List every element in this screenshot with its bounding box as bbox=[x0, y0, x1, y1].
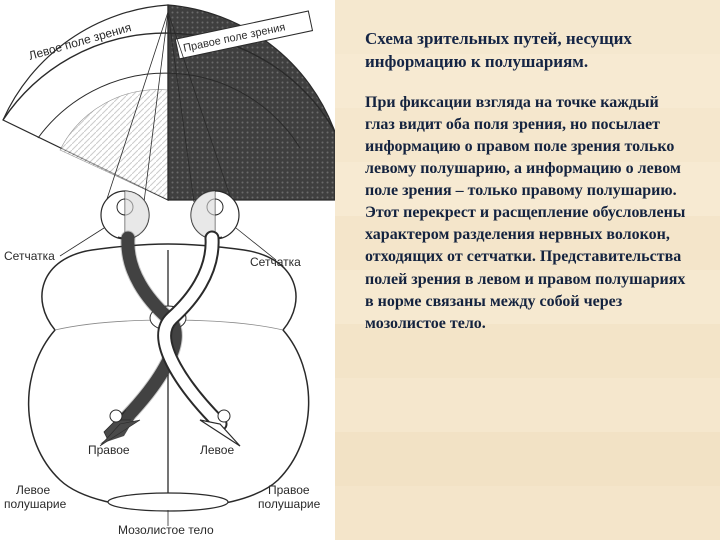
lgn-left bbox=[110, 410, 122, 422]
retina-left-label: Сетчатка bbox=[4, 249, 55, 263]
text-panel: Схема зрительных путей, несущих информац… bbox=[335, 0, 720, 540]
corpus-callosum-label: Мозолистое тело bbox=[118, 523, 214, 537]
panel-title: Схема зрительных путей, несущих информац… bbox=[365, 28, 690, 74]
right-tract-label: Правое bbox=[88, 443, 130, 457]
left-tract-label: Левое bbox=[200, 443, 234, 457]
left-hemisphere-label-2: полушарие bbox=[4, 497, 67, 511]
right-hemisphere-label-1: Правое bbox=[268, 483, 310, 497]
retina-right-label: Сетчатка bbox=[250, 255, 301, 269]
lgn-right bbox=[218, 410, 230, 422]
visual-pathways-diagram: Левое поле зрения Правое поле зрения bbox=[0, 0, 335, 540]
corpus-callosum bbox=[108, 493, 228, 511]
right-hemisphere-label-2: полушарие bbox=[258, 497, 321, 511]
left-hemisphere-label-1: Левое bbox=[16, 483, 50, 497]
slide-root: Левое поле зрения Правое поле зрения bbox=[0, 0, 720, 540]
panel-body: При фиксации взгляда на точке каждый гла… bbox=[365, 92, 690, 335]
diagram-panel: Левое поле зрения Правое поле зрения bbox=[0, 0, 335, 540]
